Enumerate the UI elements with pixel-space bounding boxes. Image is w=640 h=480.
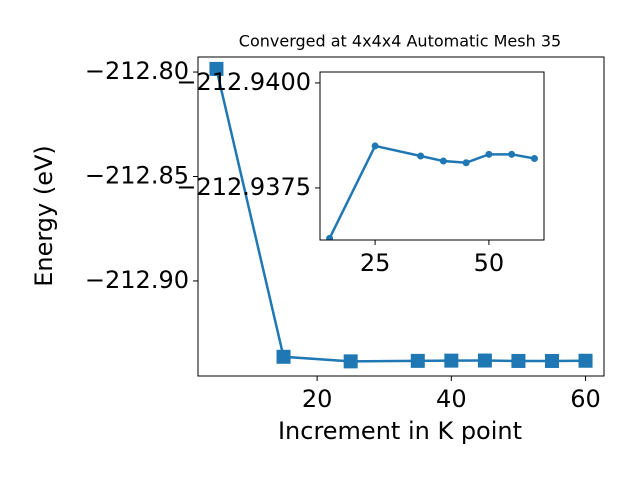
marker <box>209 61 224 76</box>
x-tick-label: 40 <box>436 385 467 413</box>
marker <box>444 353 459 368</box>
marker <box>485 150 493 158</box>
y-tick-label: −212.90 <box>85 266 189 294</box>
marker <box>477 353 492 368</box>
marker <box>508 150 516 158</box>
series-line <box>328 144 535 239</box>
chart-title: Converged at 4x4x4 Automatic Mesh 35 <box>239 32 561 51</box>
plot-content <box>209 61 593 369</box>
marker <box>439 157 447 165</box>
y-tick-label: −212.85 <box>85 161 189 189</box>
y-tick-label: −212.9375 <box>176 173 311 201</box>
marker <box>410 353 425 368</box>
plot-content <box>326 142 538 240</box>
axes-frame <box>197 56 605 377</box>
marker <box>276 349 291 364</box>
marker <box>578 353 593 368</box>
marker <box>326 234 334 240</box>
marker <box>417 152 425 160</box>
axes-frame <box>319 71 545 241</box>
marker <box>343 354 358 369</box>
x-tick-label: 20 <box>302 385 333 413</box>
plot-area <box>320 72 544 240</box>
marker <box>544 353 559 368</box>
x-tick-label: 60 <box>570 385 601 413</box>
marker <box>511 353 526 368</box>
y-tick-label: −212.80 <box>85 57 189 85</box>
marker <box>371 142 379 150</box>
y-axis-label: Energy (eV) <box>30 145 58 287</box>
marker <box>462 159 470 167</box>
y-tick-label: −212.9400 <box>176 68 311 96</box>
marker <box>530 155 538 163</box>
x-tick-label: 25 <box>360 249 391 277</box>
x-axis-label: Increment in K point <box>278 417 522 445</box>
x-tick-label: 50 <box>474 249 505 277</box>
